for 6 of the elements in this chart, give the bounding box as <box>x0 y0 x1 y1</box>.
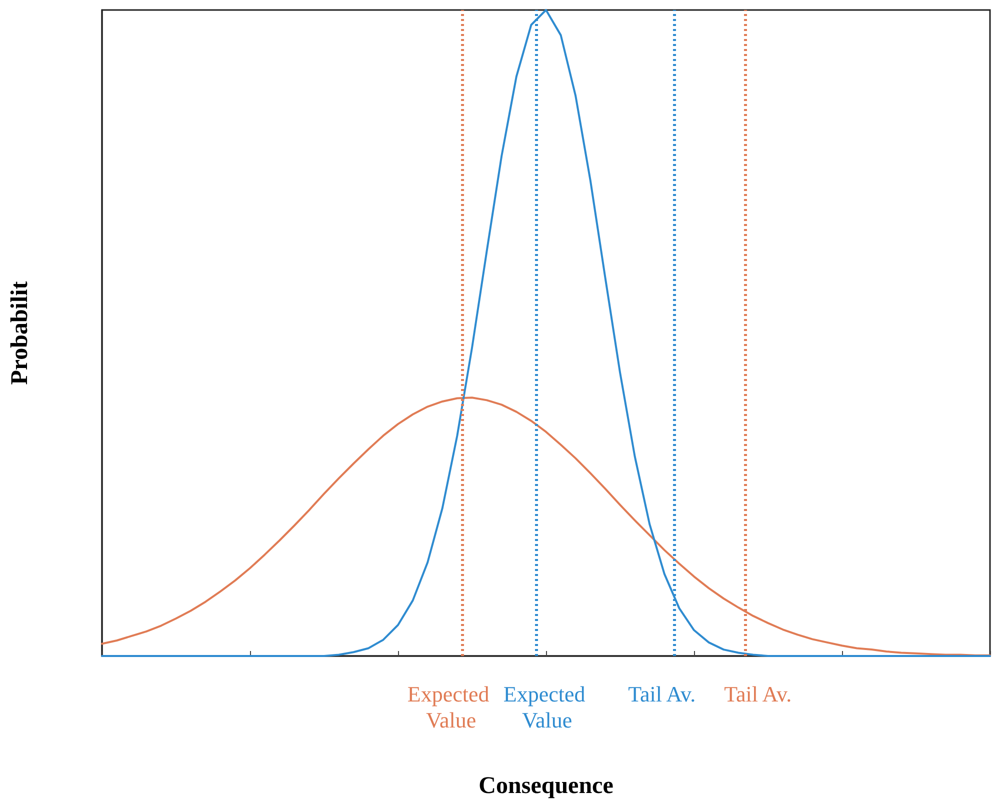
text: Expected Value <box>407 682 495 732</box>
text: Tail Av. <box>628 682 696 706</box>
text: Expected Value <box>503 682 591 732</box>
y-axis-title: Probabilit <box>7 281 33 385</box>
text: Tail Av. <box>724 682 792 706</box>
x-axis-title: Consequence <box>478 773 614 799</box>
